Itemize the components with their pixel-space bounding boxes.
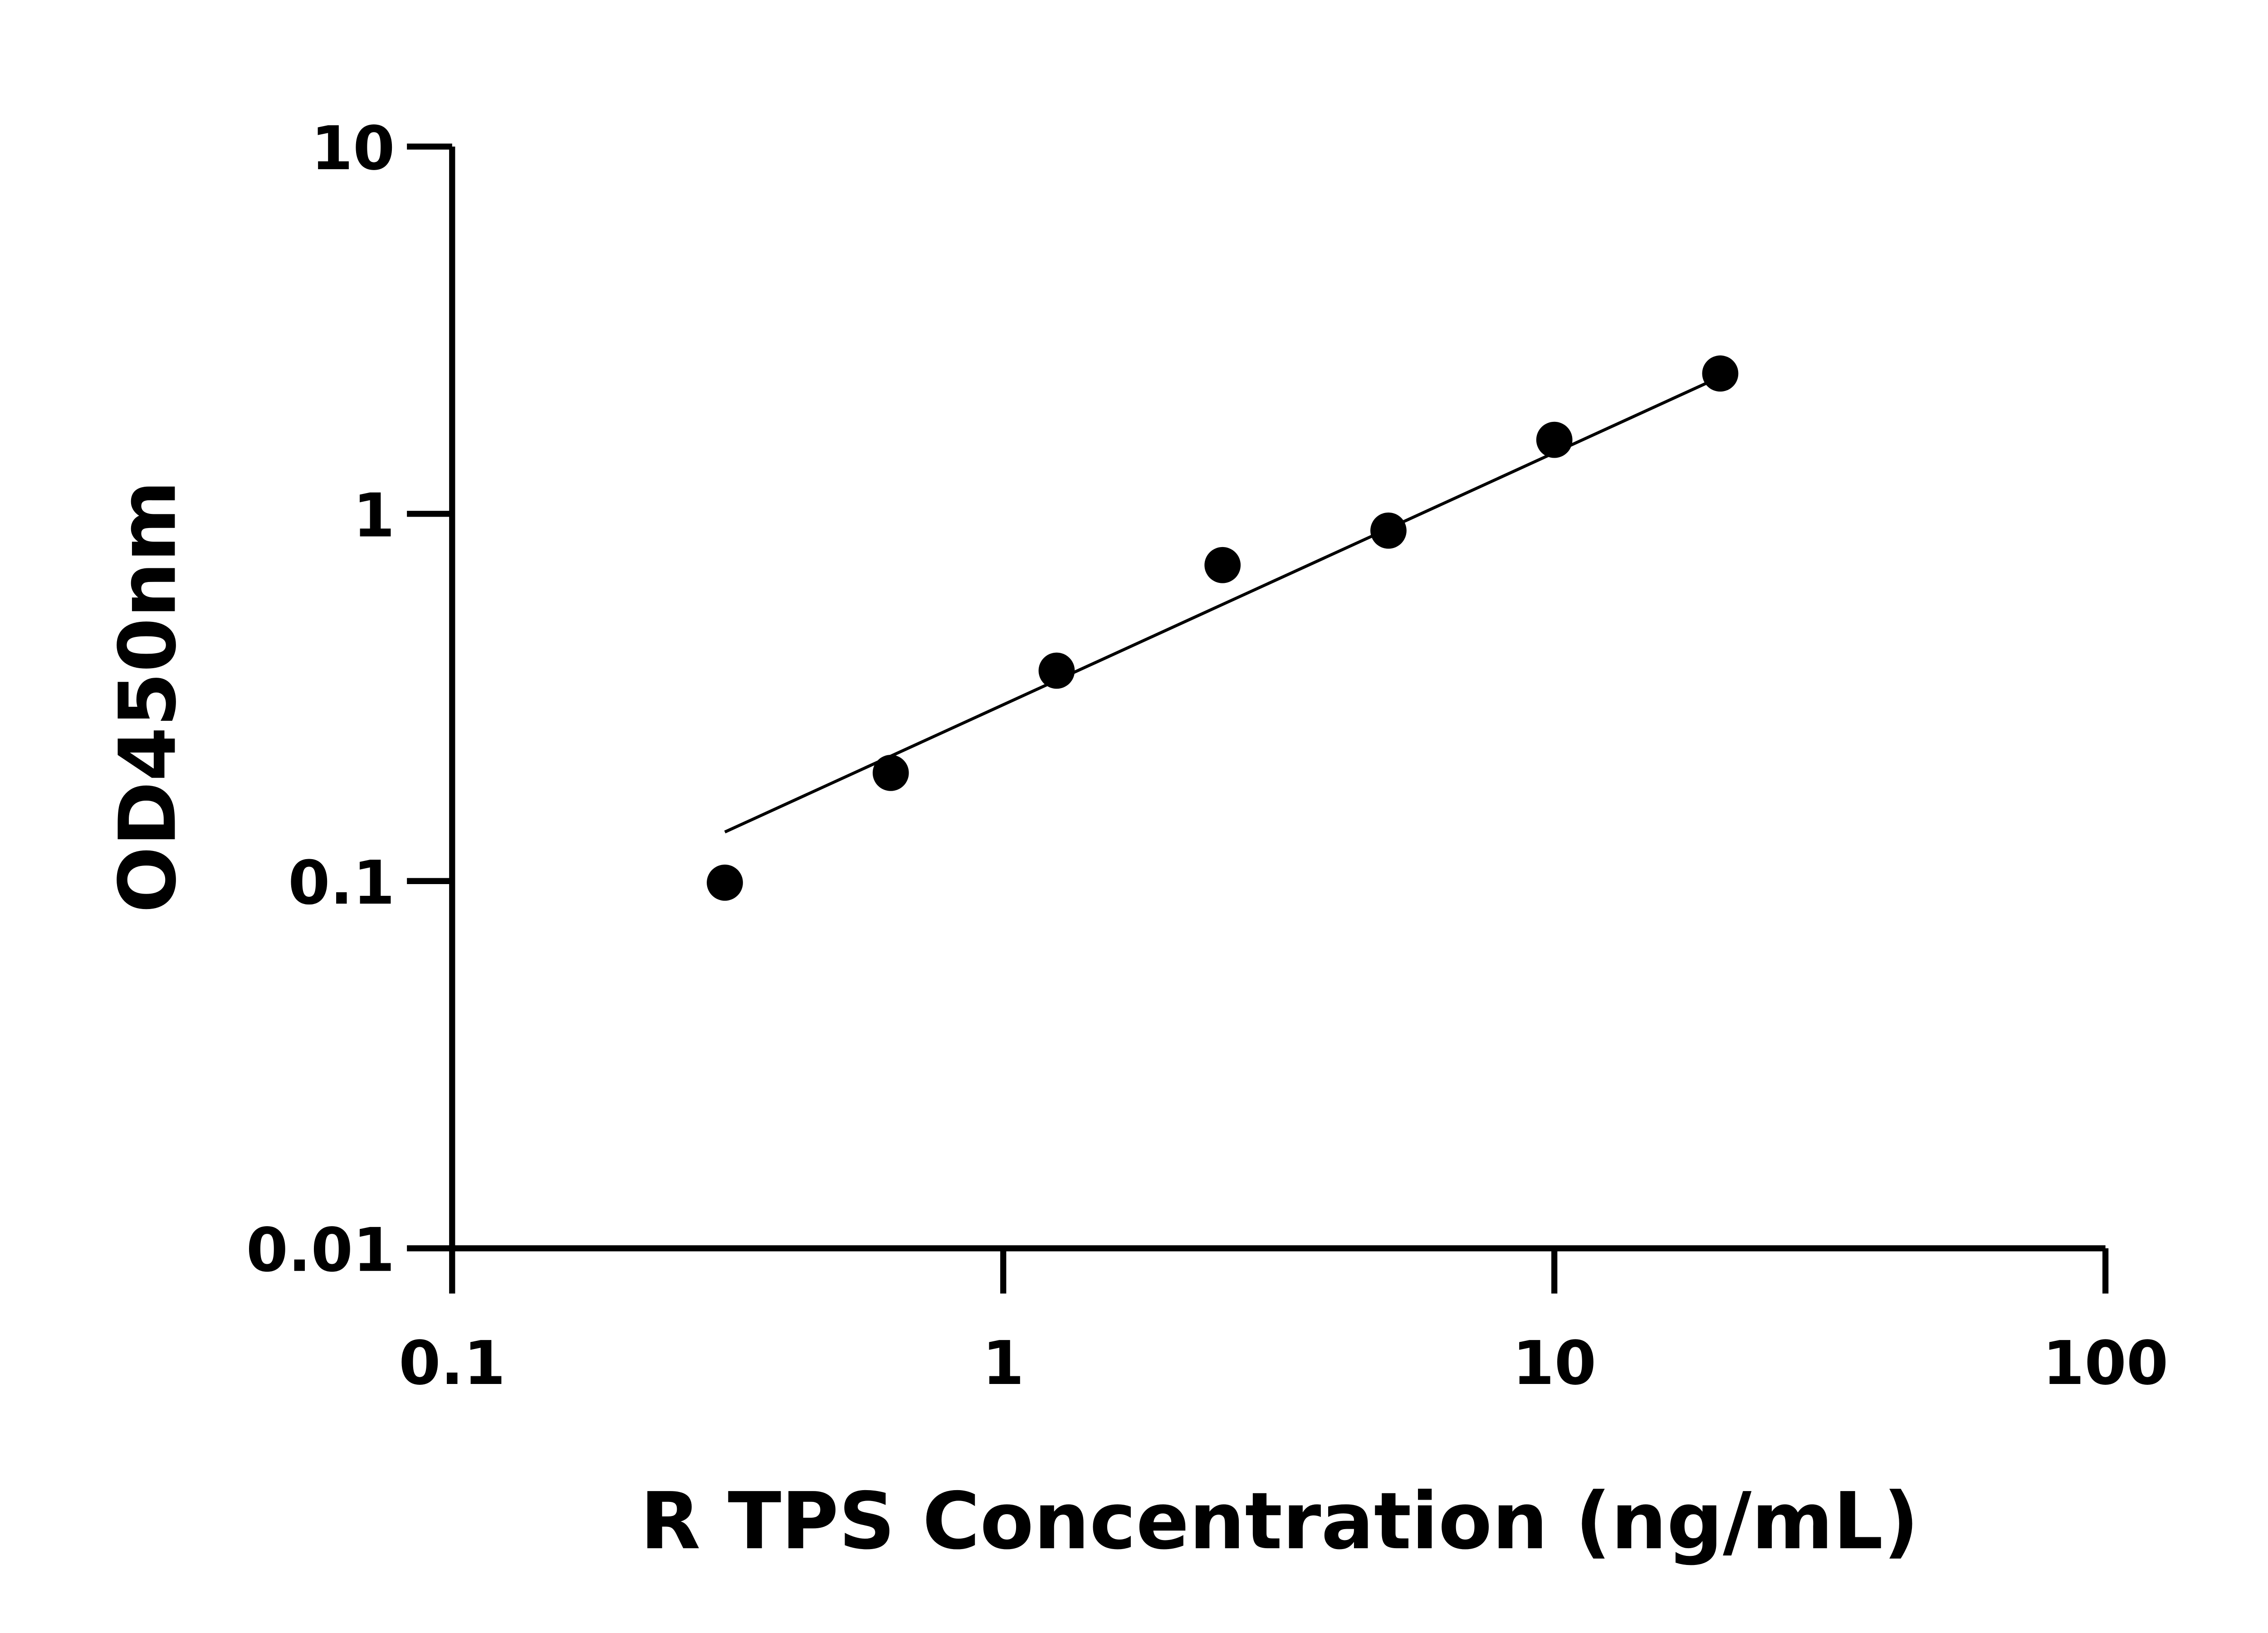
- x-tick-label: 10: [1512, 1329, 1596, 1398]
- data-point: [1702, 355, 1739, 392]
- y-axis-title: OD450nm: [102, 480, 193, 913]
- x-tick-label: 100: [2043, 1329, 2168, 1398]
- data-point: [1204, 547, 1241, 583]
- x-tick-label: 1: [982, 1329, 1024, 1398]
- y-tick-label: 0.1: [288, 848, 395, 918]
- y-tick-label: 10: [311, 114, 395, 184]
- axes: [407, 143, 2109, 1294]
- data-point: [872, 755, 909, 791]
- data-point: [1038, 652, 1075, 689]
- x-tick-label: 0.1: [399, 1329, 505, 1398]
- x-axis-title: R TPS Concentration (ng/mL): [640, 1476, 1919, 1567]
- data-points: [707, 355, 1739, 901]
- data-point: [1370, 512, 1407, 549]
- y-tick-label: 0.01: [246, 1216, 395, 1286]
- data-point: [1536, 421, 1573, 458]
- data-point: [707, 864, 743, 901]
- y-tick-label: 1: [353, 481, 395, 551]
